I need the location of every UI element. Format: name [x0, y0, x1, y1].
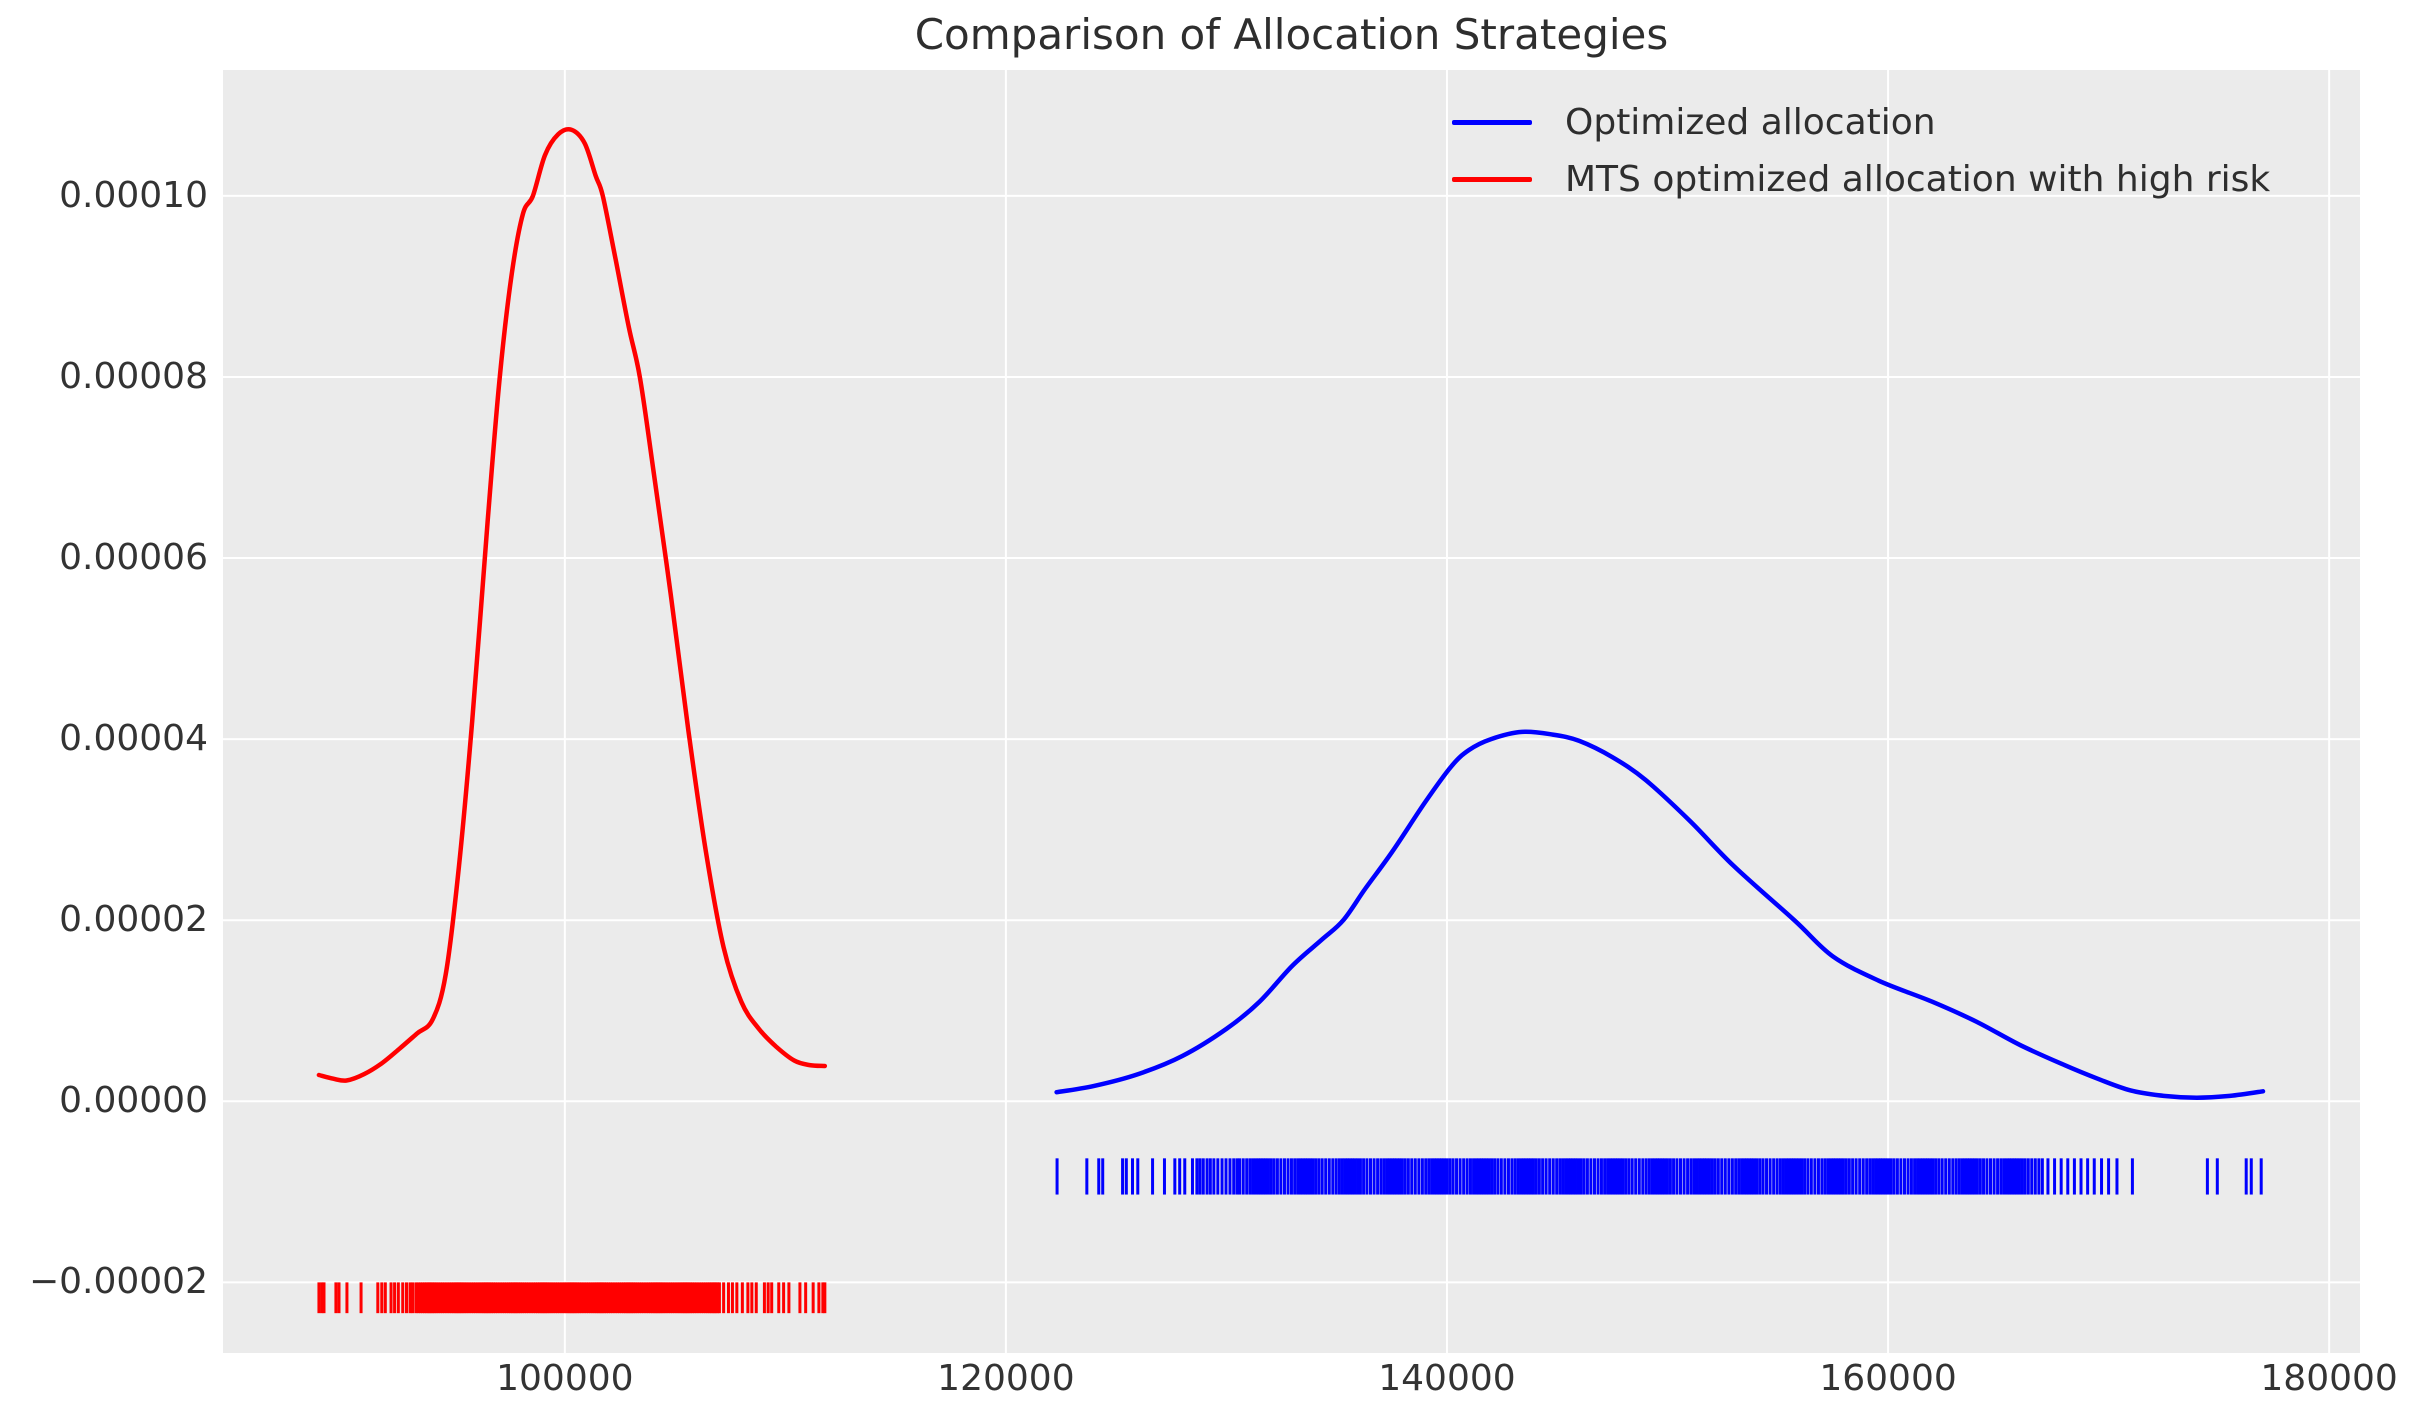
legend-label-optimized-allocation: Optimized allocation	[1565, 102, 1936, 143]
x-tick-label: 100000	[496, 1358, 634, 1399]
y-tick-label: 0.00006	[59, 537, 208, 579]
x-tick-label: 180000	[2260, 1358, 2398, 1399]
kde-curve-series-1	[316, 126, 828, 1083]
y-tick-label: −0.00002	[28, 1261, 208, 1303]
legend-line-blue-icon	[1452, 120, 1532, 125]
x-tick-label: 140000	[1378, 1358, 1516, 1399]
legend-line-red-icon	[1452, 177, 1532, 182]
x-tick-label: 120000	[937, 1358, 1075, 1399]
legend: Optimized allocation MTS optimized alloc…	[1452, 94, 2270, 208]
y-tick-label: 0.00002	[59, 899, 208, 941]
plot-background	[223, 70, 2360, 1353]
y-tick-label: 0.00008	[59, 355, 208, 397]
chart-title: Comparison of Allocation Strategies	[914, 10, 1669, 59]
y-tick-label: 0.00000	[59, 1080, 208, 1122]
legend-item-mts-allocation: MTS optimized allocation with high risk	[1452, 151, 2270, 208]
y-tick-label: 0.00010	[59, 174, 208, 216]
legend-item-optimized-allocation: Optimized allocation	[1452, 94, 2270, 151]
x-tick-label: 160000	[1819, 1358, 1957, 1399]
kde-curve-series-0	[1054, 729, 2266, 1100]
legend-label-mts-allocation: MTS optimized allocation with high risk	[1565, 159, 2271, 200]
y-tick-label: 0.00004	[59, 718, 208, 760]
